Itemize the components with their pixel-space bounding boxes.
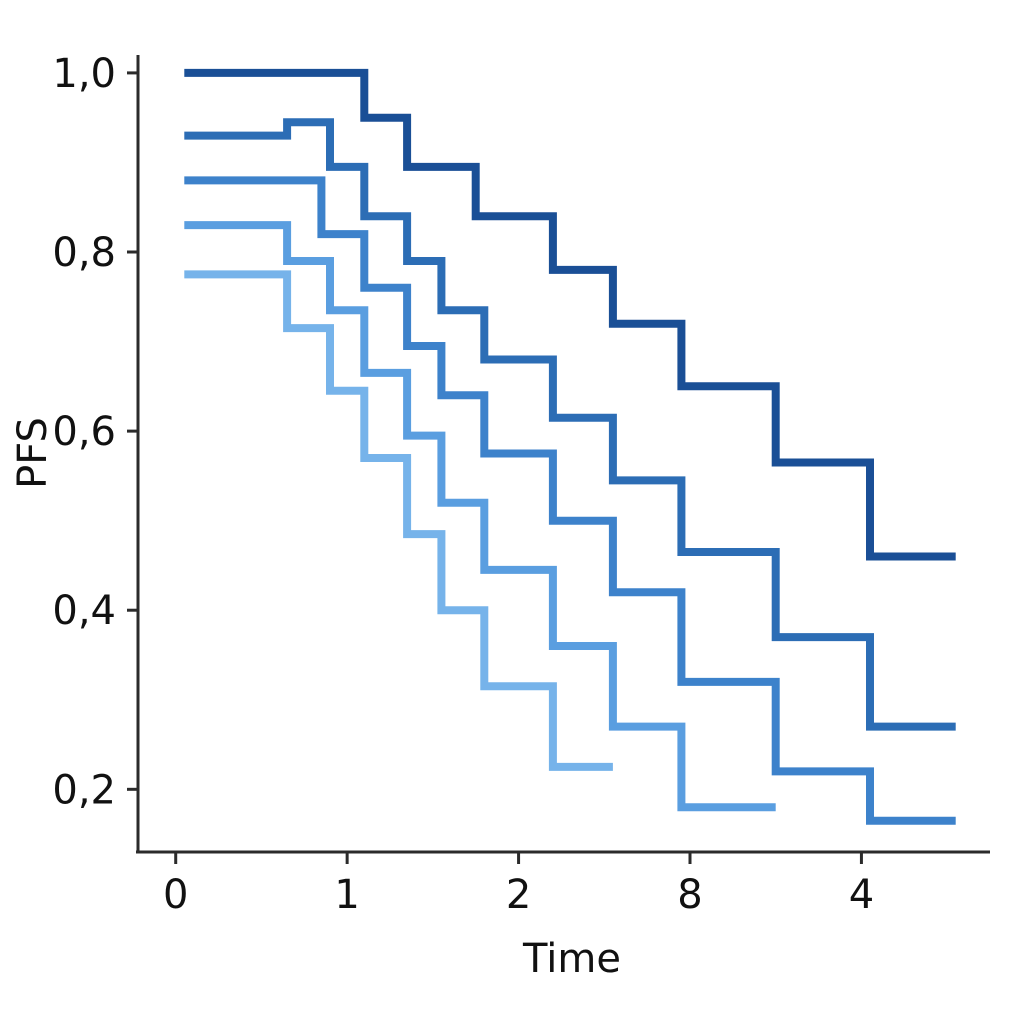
x-tick-label: 4 [849,872,874,918]
x-tick-label: 0 [163,872,188,918]
y-tick-label: 0,2 [52,767,116,813]
series-line-4 [184,221,776,812]
series-line-1 [184,68,956,561]
series-line-2 [184,118,956,731]
series-layer [184,68,956,825]
y-tick-label: 0,8 [52,230,116,276]
y-tick-label: 0,4 [52,588,116,634]
x-tick-label: 2 [506,872,531,918]
x-tick-label: 8 [677,872,702,918]
x-tick-label: 1 [334,872,359,918]
y-tick-label: 1,0 [52,51,116,97]
series-line-5 [184,270,613,771]
y-axis-title: PFS [10,417,56,489]
series-line-3 [184,176,956,825]
x-axis-title: Time [522,936,621,982]
y-tick-label: 0,6 [52,409,116,455]
y-ticks: 0,2 0,4 0,6 0,8 1,0 [52,51,138,813]
